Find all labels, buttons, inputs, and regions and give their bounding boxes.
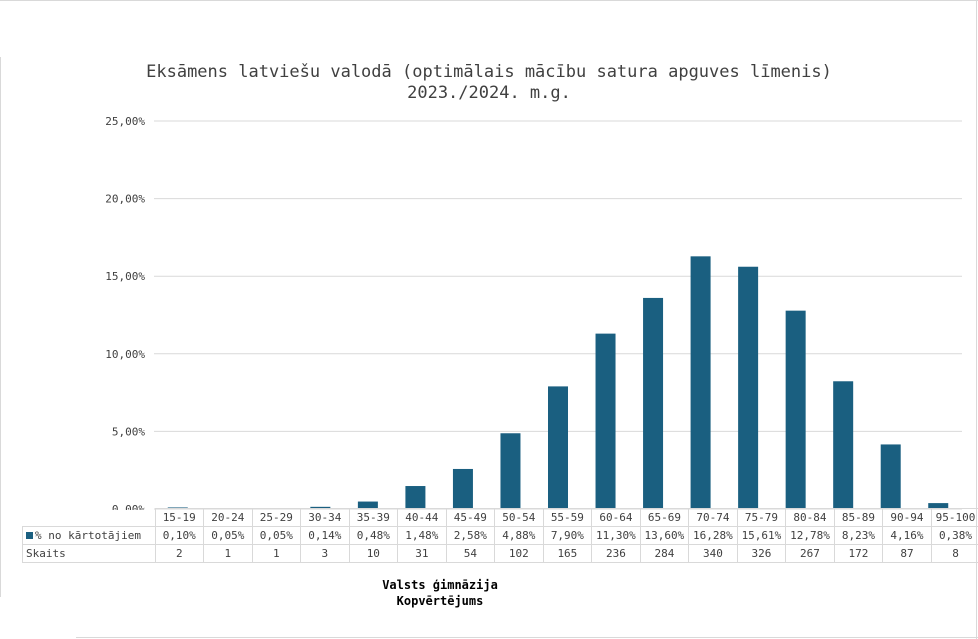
bar: [310, 506, 331, 509]
y-tick-label: 20,00%: [105, 193, 145, 206]
count-data-label: 165: [542, 544, 593, 563]
percent-data-label: 0,10%: [154, 526, 205, 545]
count-data-label: 10: [348, 544, 399, 563]
legend-key: [26, 532, 33, 539]
bar: [595, 333, 616, 509]
frame-right-border: [976, 0, 977, 639]
count-data-label: 1: [251, 544, 302, 563]
bars: [167, 256, 949, 509]
category-label: 25-29: [251, 508, 302, 527]
category-row: 15-19 20-24 25-29 30-34 35-39 40-44 45-49 50-54…: [22, 508, 978, 527]
frame-top-border: [0, 0, 978, 1]
count-data-label: 8: [930, 544, 978, 563]
percent-data-label: 12,78%: [785, 526, 835, 545]
percent-data-label: 15,61%: [736, 526, 787, 545]
percent-data-label: 4,88%: [494, 526, 544, 545]
category-label: 55-59: [542, 508, 593, 527]
percent-data-label: 2,58%: [445, 526, 496, 545]
count-data-label: 3: [300, 544, 350, 563]
count-data-label: 1: [203, 544, 253, 563]
chart-plot: 0,00% 5,00% 10,00% 15,00% 20,00% 25,00%: [105, 115, 962, 510]
chart-title-line-1: Eksāmens latviešu valodā (optimālais māc…: [146, 62, 832, 82]
frame-bottom-border: [76, 637, 978, 638]
bar: [833, 381, 854, 509]
percent-data-label: 0,05%: [251, 526, 302, 545]
y-tick-label: 0,00%: [112, 503, 145, 510]
category-label: 80-84: [785, 508, 835, 527]
footer-line-2: Kopvērtējums: [396, 594, 484, 608]
category-label: 85-89: [833, 508, 884, 527]
bar: [357, 501, 378, 509]
bar: [928, 503, 949, 509]
frame-left-border: [0, 57, 1, 597]
bar: [405, 486, 426, 509]
legend-label: % no kārtotājiem: [35, 529, 141, 542]
count-data-label: 31: [397, 544, 447, 563]
category-label: 35-39: [348, 508, 399, 527]
count-data-label: 326: [736, 544, 787, 563]
chart-title: Eksāmens latviešu valodā (optimālais māc…: [0, 62, 978, 104]
category-label: 20-24: [203, 508, 253, 527]
bar: [643, 297, 664, 509]
bar: [500, 433, 521, 509]
bar: [452, 468, 473, 509]
percent-data-label: 11,30%: [591, 526, 641, 545]
category-label: 95-100: [930, 508, 978, 527]
category-label: 90-94: [882, 508, 932, 527]
percent-data-label: 8,23%: [833, 526, 884, 545]
chart-title-line-2: 2023./2024. m.g.: [407, 83, 571, 103]
percent-data-label: 0,05%: [203, 526, 253, 545]
category-label: 65-69: [639, 508, 690, 527]
count-data-label: 236: [591, 544, 641, 563]
percent-data-label: 0,38%: [930, 526, 978, 545]
percent-row-header: % no kārtotājiem: [22, 526, 156, 545]
bar: [880, 444, 901, 509]
table-corner: [22, 508, 156, 527]
count-data-label: 284: [639, 544, 690, 563]
count-row-header: Skaits: [22, 544, 156, 563]
count-data-label: 102: [494, 544, 544, 563]
category-label: 70-74: [688, 508, 738, 527]
y-tick-label: 5,00%: [112, 425, 145, 438]
bar: [785, 310, 806, 509]
percent-data-label: 16,28%: [688, 526, 738, 545]
bar: [738, 266, 759, 509]
category-label: 45-49: [445, 508, 496, 527]
count-row: Skaits 2 1 1 3 10 31 54 102 165 236 284 340 326 267 172…: [22, 544, 978, 563]
count-data-label: 340: [688, 544, 738, 563]
category-label: 60-64: [591, 508, 641, 527]
count-data-label: 267: [785, 544, 835, 563]
percent-data-label: 1,48%: [397, 526, 447, 545]
footer-line-1: Valsts ģimnāzija: [382, 578, 498, 592]
count-data-label: 172: [833, 544, 884, 563]
bar: [548, 386, 568, 509]
footer-caption: Valsts ģimnāzija Kopvērtējums: [340, 577, 540, 609]
y-axis-tick-labels: 0,00% 5,00% 10,00% 15,00% 20,00% 25,00%: [105, 115, 145, 510]
count-data-label: 87: [882, 544, 932, 563]
data-table: 15-19 20-24 25-29 30-34 35-39 40-44 45-49 50-54…: [22, 508, 978, 563]
y-tick-label: 10,00%: [105, 348, 145, 361]
count-data-label: 54: [445, 544, 496, 563]
category-label: 15-19: [154, 508, 205, 527]
percent-data-label: 4,16%: [882, 526, 932, 545]
percent-data-label: 0,14%: [300, 526, 350, 545]
percent-data-label: 0,48%: [348, 526, 399, 545]
bar: [690, 256, 711, 509]
category-label: 40-44: [397, 508, 447, 527]
percent-data-label: 13,60%: [639, 526, 690, 545]
category-label: 75-79: [736, 508, 787, 527]
category-label: 50-54: [494, 508, 544, 527]
y-tick-label: 15,00%: [105, 270, 145, 283]
category-label: 30-34: [300, 508, 350, 527]
count-data-label: 2: [154, 544, 205, 563]
y-tick-label: 25,00%: [105, 115, 145, 128]
percent-data-label: 7,90%: [542, 526, 593, 545]
percent-row: % no kārtotājiem 0,10% 0,05% 0,05% 0,14% 0,48…: [22, 526, 978, 545]
